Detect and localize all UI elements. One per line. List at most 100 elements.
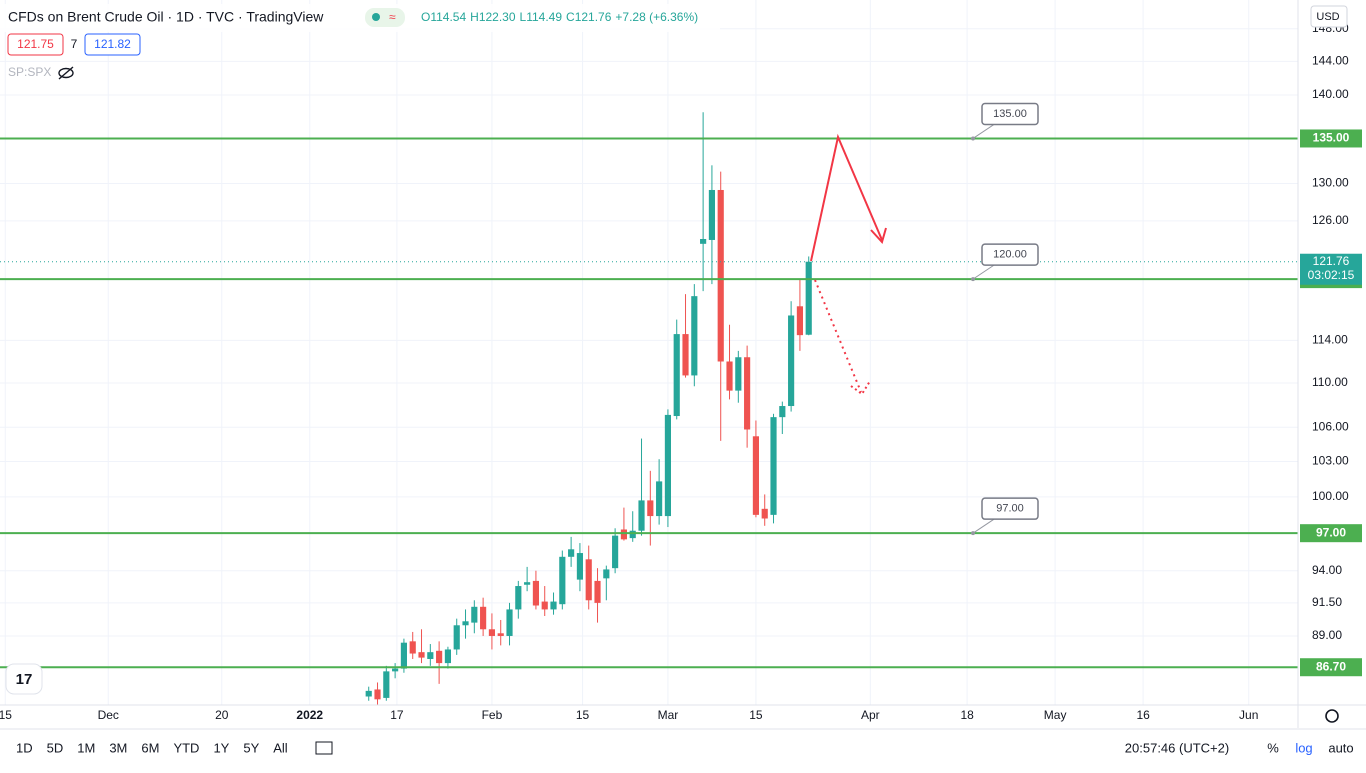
candle-body — [673, 334, 680, 417]
range-button[interactable]: 5D — [47, 740, 64, 755]
candle-body — [480, 606, 487, 630]
settings-icon[interactable] — [1325, 709, 1339, 723]
callout-label: 135.00 — [993, 108, 1027, 120]
x-tick-label: 2022 — [296, 708, 323, 722]
candle-body — [444, 649, 451, 664]
candle-body — [656, 481, 663, 517]
level-badge-label: 97.00 — [1316, 525, 1346, 539]
candle-body — [515, 586, 522, 610]
candle-body — [770, 417, 777, 515]
forecast-arrow — [810, 133, 883, 262]
y-tick-label: 100.00 — [1312, 489, 1349, 503]
candle-body — [436, 650, 443, 664]
callout-anchor — [971, 136, 975, 141]
candle-body — [392, 668, 399, 672]
candle-body — [620, 529, 627, 540]
candle-body — [638, 500, 645, 531]
candle-body — [700, 238, 707, 244]
candle-body — [365, 690, 372, 697]
candle-body — [735, 357, 742, 391]
level-badge-label: 86.70 — [1316, 659, 1346, 673]
x-tick-label: 17 — [390, 708, 404, 722]
ask-box[interactable] — [84, 33, 141, 56]
y-tick-label: 103.00 — [1312, 454, 1349, 468]
candle-body — [568, 549, 575, 557]
candle-body — [409, 641, 416, 654]
candle-body — [400, 642, 407, 669]
grid — [0, 0, 1298, 705]
callout-label: 120.00 — [993, 249, 1027, 261]
clock: 20:57:46 (UTC+2) — [1125, 740, 1229, 755]
ohlc-value: O114.54 — [421, 10, 466, 24]
candle-body — [708, 189, 715, 240]
y-tick-label: 130.00 — [1312, 176, 1349, 190]
candle-body — [576, 553, 583, 580]
ohlc-value: C121.76 — [566, 10, 612, 24]
range-button[interactable]: 1Y — [213, 740, 229, 755]
log-toggle[interactable]: log — [1295, 740, 1312, 755]
ohlc-legend: O114.54 H122.30 L114.49 C121.76 +7.28 (+6.36… — [421, 10, 698, 24]
range-button[interactable]: 1M — [77, 740, 95, 755]
x-tick-label: May — [1044, 708, 1067, 722]
range-button[interactable]: YTD — [173, 740, 199, 755]
candle-body — [664, 414, 671, 517]
candle-body — [418, 652, 425, 658]
hide-icon[interactable] — [58, 66, 74, 80]
callout-label: 97.00 — [996, 503, 1024, 515]
candle-body — [726, 361, 733, 391]
countdown: 03:02:15 — [1308, 268, 1355, 282]
ohlc-value: L114.49 — [520, 10, 563, 24]
level-badge-label: 135.00 — [1313, 131, 1350, 145]
callout-box — [981, 102, 1039, 126]
y-tick-label: 140.00 — [1312, 87, 1349, 101]
percent-toggle[interactable]: % — [1267, 740, 1279, 755]
candle-body — [603, 569, 610, 579]
arrow-head — [870, 227, 887, 244]
candle-body — [524, 582, 531, 585]
candle-body — [532, 580, 539, 606]
x-tick-label: 15 — [576, 708, 590, 722]
candle-body — [805, 261, 812, 335]
marks — [0, 112, 1298, 705]
x-tick-label: 15 — [0, 708, 12, 722]
logo[interactable]: 17 — [16, 671, 33, 688]
x-tick-label: 16 — [1136, 708, 1150, 722]
level-badge — [1300, 524, 1362, 543]
x-tick-label: Jun — [1239, 708, 1258, 722]
x-tick-label: 20 — [215, 708, 229, 722]
candle-body — [594, 580, 601, 603]
candle-body — [717, 189, 724, 362]
candle-body — [497, 633, 504, 636]
range-button[interactable]: 1D — [16, 740, 33, 755]
y-tick-label: 110.00 — [1312, 375, 1348, 389]
date-range-icon[interactable] — [315, 741, 333, 755]
currency-button[interactable] — [1310, 5, 1348, 28]
candle-body — [691, 296, 698, 376]
candle-body — [779, 406, 786, 418]
x-tick-label: Dec — [98, 708, 119, 722]
range-button[interactable]: 5Y — [243, 740, 259, 755]
candle-body — [374, 689, 381, 700]
range-button[interactable]: 3M — [109, 740, 127, 755]
candle-body — [488, 629, 495, 636]
candle-body — [629, 530, 636, 539]
chart-title: CFDs on Brent Crude Oil · 1D · TVC · Tra… — [8, 9, 324, 25]
y-tick-label: 114.00 — [1312, 333, 1348, 347]
callout-box — [981, 243, 1039, 266]
bid: 121.75 — [17, 37, 54, 51]
callout-pointer — [972, 518, 995, 534]
range-button[interactable]: 6M — [141, 740, 159, 755]
candle-body — [550, 601, 557, 610]
header-bg — [0, 4, 720, 32]
auto-toggle[interactable]: auto — [1328, 740, 1353, 755]
market-dot — [372, 13, 380, 21]
candle-body — [788, 315, 795, 407]
callout-anchor — [971, 531, 975, 536]
callout-pointer — [972, 264, 995, 280]
y-tick-label: 94.00 — [1312, 563, 1342, 577]
bid-box[interactable] — [7, 33, 64, 56]
range-button[interactable]: All — [273, 740, 288, 755]
